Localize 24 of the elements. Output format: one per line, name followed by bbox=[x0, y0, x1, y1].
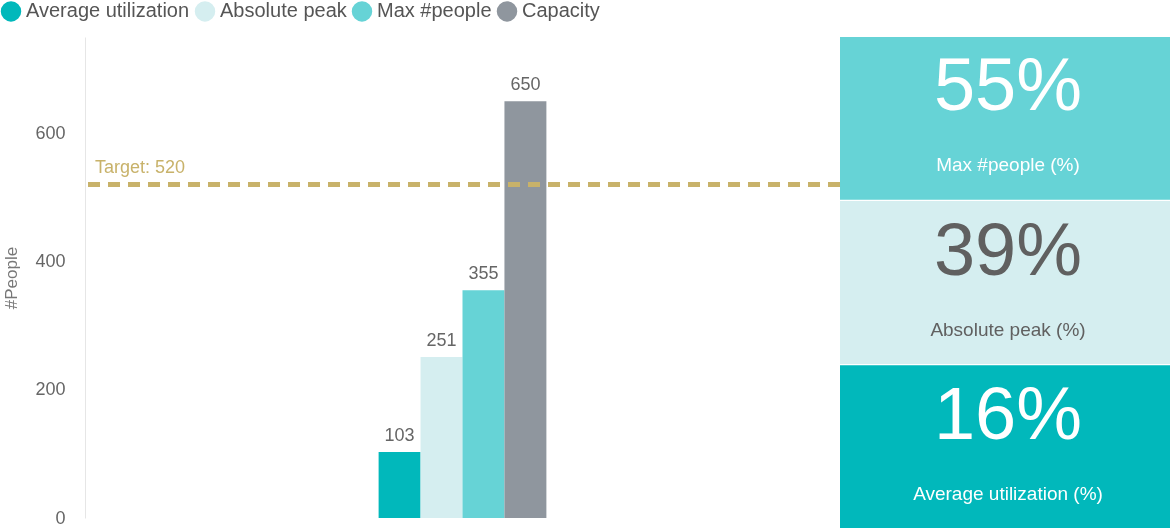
data-label: 103 bbox=[384, 424, 415, 445]
category-label: Absolute peak (%) bbox=[930, 318, 1086, 340]
y-tick-label: 0 bbox=[55, 507, 66, 528]
legend-label: Max #people bbox=[377, 0, 492, 22]
data-label: 39% bbox=[933, 207, 1083, 291]
y-axis-title: #People bbox=[2, 246, 22, 310]
y-tick-label: 600 bbox=[35, 122, 66, 143]
legend-label: Absolute peak bbox=[220, 0, 348, 22]
data-label: 16% bbox=[933, 371, 1083, 455]
data-label: 650 bbox=[510, 74, 541, 95]
category-label: Max #people (%) bbox=[936, 154, 1080, 176]
legend-label: Capacity bbox=[522, 0, 600, 22]
bar bbox=[504, 101, 547, 518]
data-label: 55% bbox=[933, 43, 1083, 127]
bar bbox=[378, 451, 421, 518]
data-label: 355 bbox=[468, 263, 499, 284]
ref-line-label: Target: 520 bbox=[95, 156, 186, 177]
bar bbox=[462, 290, 505, 518]
bar bbox=[420, 357, 463, 518]
category-label: Average utilization (%) bbox=[913, 482, 1103, 504]
data-label: 251 bbox=[426, 330, 457, 351]
y-tick-label: 400 bbox=[35, 250, 66, 271]
legend-label: Average utilization bbox=[26, 0, 190, 22]
y-tick-label: 200 bbox=[35, 379, 66, 400]
